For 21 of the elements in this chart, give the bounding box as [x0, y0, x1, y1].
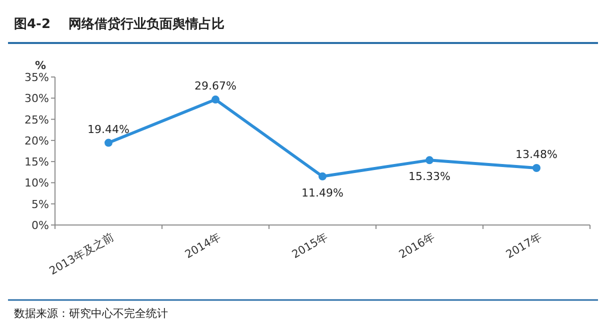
point [426, 156, 434, 164]
y-tick-label: 0% [32, 219, 49, 232]
data-label: 15.33% [408, 170, 450, 184]
y-tick-label: 30% [24, 92, 49, 106]
point [532, 164, 540, 172]
chart-title: 图4-2 网络借贷行业负面舆情占比 [14, 16, 225, 32]
y-tick-label: 20% [24, 134, 49, 148]
data-label: 19.44% [88, 122, 130, 136]
y-tick-label: 15% [24, 156, 49, 169]
point [318, 172, 326, 180]
point [212, 96, 220, 104]
y-tick-label: 5% [32, 198, 49, 211]
data-label: 11.49% [302, 186, 344, 200]
data-label: 29.67% [194, 80, 236, 93]
y-tick-label: 10% [24, 176, 49, 190]
y-tick-label: 35% [24, 71, 49, 84]
point [104, 138, 112, 147]
y-axis-title: % [35, 59, 46, 72]
y-tick-label: 25% [24, 113, 49, 126]
source-note: 数据来源：研究中心不完全统计 [14, 307, 168, 320]
data-label: 13.48% [516, 148, 558, 161]
